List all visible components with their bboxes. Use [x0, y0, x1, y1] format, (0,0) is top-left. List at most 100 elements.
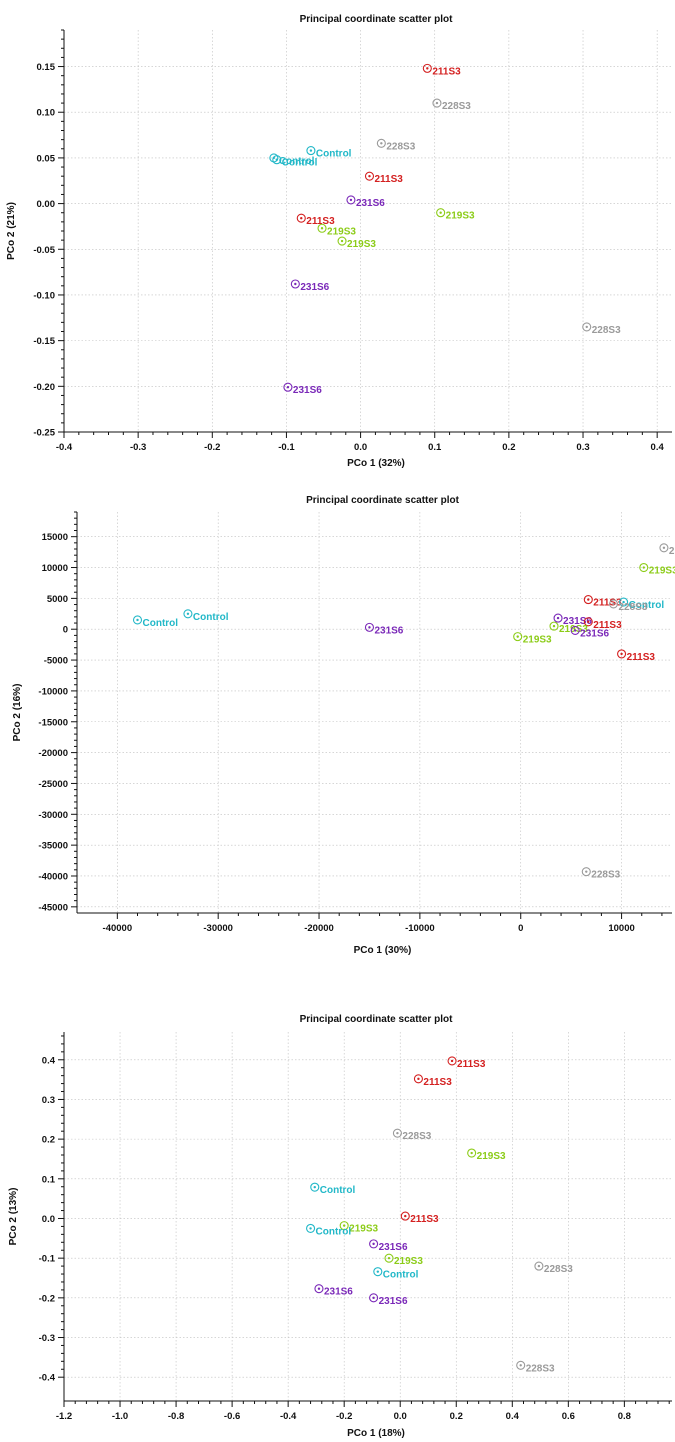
data-point-219s3[interactable]: 219S3	[339, 1221, 379, 1235]
point-marker[interactable]	[337, 236, 347, 246]
data-point-control[interactable]: Control	[306, 146, 352, 160]
data-point-219s3[interactable]: 219S3	[549, 621, 588, 635]
point-marker[interactable]	[582, 322, 592, 332]
point-marker[interactable]	[447, 1056, 457, 1066]
point-marker[interactable]	[290, 279, 300, 289]
point-center	[662, 546, 666, 549]
data-point-control[interactable]: Control	[619, 597, 665, 611]
data-point-211s3[interactable]: 211S3	[296, 213, 335, 227]
x-tick-label: -0.2	[336, 1411, 352, 1422]
point-marker[interactable]	[283, 382, 293, 392]
data-point-control[interactable]: Control	[373, 1267, 419, 1281]
point-marker[interactable]	[534, 1261, 544, 1271]
point-marker[interactable]	[553, 613, 563, 623]
point-marker[interactable]	[400, 1211, 410, 1221]
point-marker[interactable]	[183, 609, 193, 619]
data-point-211s3[interactable]: 211S3	[583, 595, 622, 609]
point-marker[interactable]	[413, 1074, 423, 1084]
point-marker[interactable]	[373, 1267, 383, 1277]
data-point-219s3[interactable]: 219S3	[317, 223, 356, 237]
point-marker[interactable]	[369, 1239, 379, 1249]
point-marker[interactable]	[513, 632, 523, 642]
y-tick-label: -0.15	[33, 336, 55, 347]
data-point-219s3[interactable]: 219S3	[467, 1148, 506, 1162]
data-point-control[interactable]: Control	[306, 1223, 352, 1237]
data-point-228s3[interactable]: 228S3	[608, 599, 648, 613]
data-point-231s6[interactable]: 231S6	[364, 622, 404, 636]
point-marker[interactable]	[659, 543, 669, 553]
point-marker[interactable]	[516, 1360, 526, 1370]
point-center	[286, 386, 290, 389]
point-marker[interactable]	[432, 98, 442, 108]
data-point-228s3[interactable]: 228S3	[432, 98, 471, 112]
point-marker[interactable]	[132, 615, 143, 625]
data-point-228s3[interactable]: 228S3	[582, 322, 621, 336]
data-point-211s3[interactable]: 211S3	[422, 63, 461, 77]
data-point-228s3[interactable]: 228S3	[376, 138, 416, 152]
data-point-231s6[interactable]: 231S6	[346, 195, 385, 209]
data-point-219s3[interactable]: 219S3	[513, 632, 552, 646]
point-marker[interactable]	[364, 622, 375, 632]
data-point-231s6[interactable]: 231S6	[283, 382, 322, 396]
point-marker[interactable]	[549, 621, 559, 631]
data-point-219s3[interactable]: 219S3	[337, 236, 376, 250]
point-marker[interactable]	[436, 208, 446, 218]
data-point-219s3[interactable]: 219S3	[384, 1253, 423, 1267]
data-point-228s3[interactable]: 228S3	[581, 867, 621, 881]
point-marker[interactable]	[314, 1284, 324, 1294]
point-marker[interactable]	[639, 562, 649, 573]
point-marker[interactable]	[376, 138, 386, 148]
point-marker[interactable]	[583, 595, 593, 605]
data-point-231s6[interactable]: 231S6	[553, 613, 592, 627]
point-marker[interactable]	[570, 625, 580, 635]
data-point-228s3[interactable]: 228S3	[392, 1128, 432, 1142]
y-tick-label: -15000	[38, 717, 68, 728]
point-marker[interactable]	[317, 223, 327, 233]
point-marker[interactable]	[296, 213, 306, 223]
data-point-219s3[interactable]: 219S3	[436, 208, 475, 222]
data-point-231s6[interactable]: 231S6	[369, 1293, 408, 1307]
point-marker[interactable]	[346, 195, 356, 205]
point-marker[interactable]	[310, 1182, 320, 1192]
data-point-219s3[interactable]: 219S3	[639, 562, 675, 577]
point-marker[interactable]	[583, 617, 593, 627]
point-marker[interactable]	[306, 1223, 316, 1233]
point-label: 211S3	[593, 598, 622, 609]
point-label: 211S3	[374, 174, 403, 185]
y-axis-label: PCo 2 (13%)	[8, 1188, 19, 1246]
point-marker[interactable]	[467, 1148, 477, 1158]
point-marker[interactable]	[339, 1221, 349, 1231]
point-marker[interactable]	[581, 867, 591, 877]
data-point-231s6[interactable]: 231S6	[314, 1284, 353, 1298]
point-marker[interactable]	[617, 649, 627, 659]
data-point-228s3[interactable]: 228S3	[516, 1360, 555, 1374]
data-point-211s3[interactable]: 211S3	[447, 1056, 486, 1070]
point-marker[interactable]	[306, 146, 316, 156]
data-point-control[interactable]: Control	[132, 615, 179, 629]
point-marker[interactable]	[619, 597, 629, 607]
data-point-211s3[interactable]: 211S3	[617, 649, 656, 663]
point-marker[interactable]	[364, 171, 375, 181]
point-center	[300, 217, 303, 220]
data-point-228s3[interactable]: 2	[659, 543, 675, 557]
x-tick-label: 0.6	[562, 1411, 575, 1422]
point-marker[interactable]	[384, 1253, 394, 1263]
point-marker[interactable]	[272, 155, 282, 165]
data-point-211s3[interactable]: 211S3	[364, 171, 403, 185]
data-point-control[interactable]: Control	[310, 1182, 356, 1196]
data-point-231s6[interactable]: 231S6	[570, 625, 610, 639]
point-marker[interactable]	[608, 599, 619, 609]
point-marker[interactable]	[369, 1293, 379, 1303]
data-point-control[interactable]: Control	[183, 609, 229, 623]
point-center	[585, 870, 588, 873]
x-axis-label: PCo 1 (18%)	[347, 1428, 405, 1439]
data-point-control[interactable]: Control	[272, 155, 318, 169]
data-point-211s3[interactable]: 211S3	[583, 617, 622, 631]
data-point-231s6[interactable]: 231S6	[290, 279, 330, 293]
point-marker[interactable]	[392, 1128, 402, 1138]
data-point-231s6[interactable]: 231S6	[369, 1239, 408, 1253]
data-point-211s3[interactable]: 211S3	[400, 1211, 439, 1225]
point-marker[interactable]	[422, 63, 432, 73]
data-point-228s3[interactable]: 228S3	[534, 1261, 573, 1275]
data-point-211s3[interactable]: 211S3	[413, 1074, 452, 1088]
